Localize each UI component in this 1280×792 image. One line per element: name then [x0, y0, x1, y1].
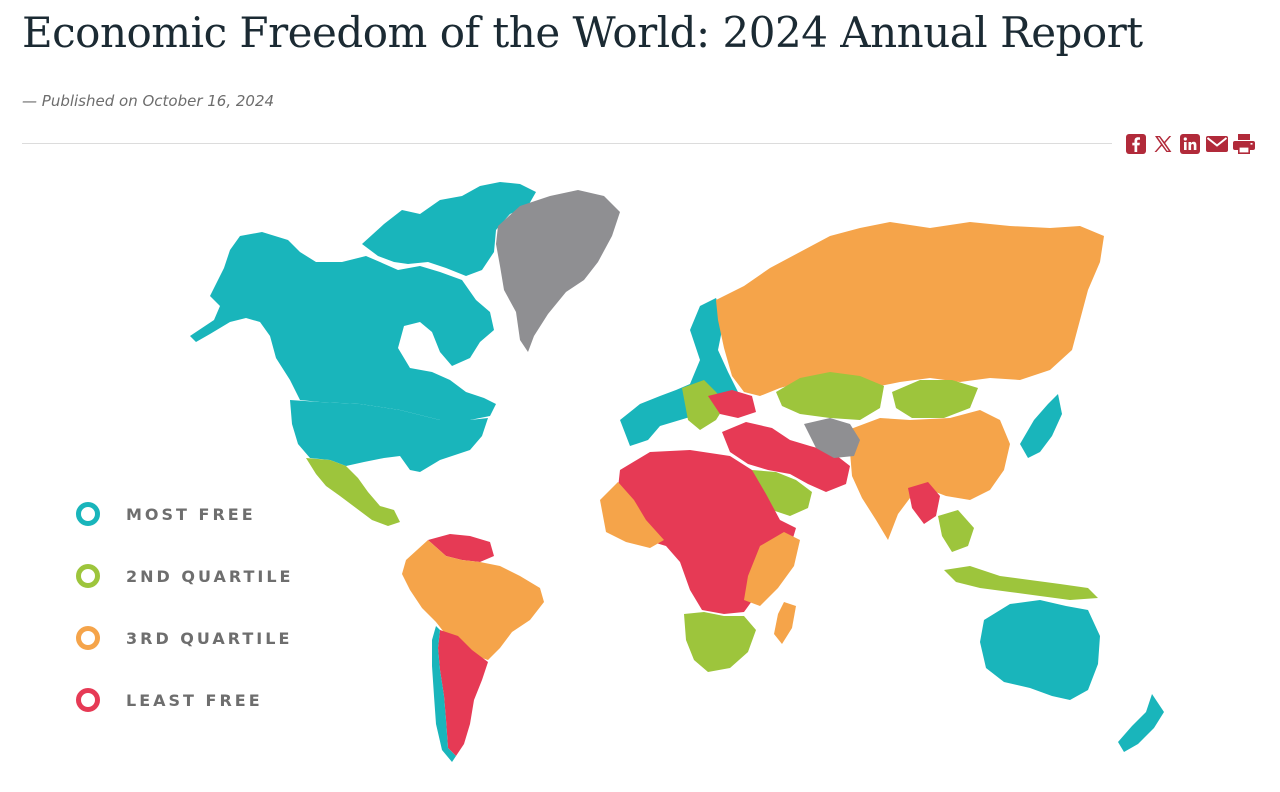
- mongolia: [892, 380, 978, 418]
- kazakhstan: [776, 372, 884, 420]
- world-map: [190, 182, 1164, 762]
- legend-label: 3RD QUARTILE: [126, 628, 293, 648]
- legend-ring: [76, 502, 100, 526]
- legend-most-free: MOST FREE: [76, 502, 256, 526]
- linkedin-share-button[interactable]: [1178, 130, 1202, 158]
- chile: [432, 626, 456, 762]
- linkedin-icon: [1180, 134, 1200, 154]
- legend-label: LEAST FREE: [126, 690, 263, 710]
- share-bar: [1124, 130, 1256, 158]
- legend-label: 2ND QUARTILE: [126, 566, 294, 586]
- japan-korea: [1020, 394, 1062, 458]
- email-icon: [1206, 136, 1228, 152]
- afghanistan-area: [804, 418, 860, 458]
- publish-date: — Published on October 16, 2024: [22, 92, 275, 110]
- legend-3rd-quartile: 3RD QUARTILE: [76, 626, 292, 650]
- alaska-canada: [190, 232, 496, 420]
- legend-ring: [76, 688, 100, 712]
- greenland: [496, 190, 620, 352]
- southeast-asia: [938, 510, 974, 552]
- argentina-bolivia: [438, 630, 488, 756]
- australia: [980, 600, 1100, 700]
- myanmar: [908, 482, 940, 524]
- europe-west: [620, 298, 738, 446]
- print-button[interactable]: [1232, 130, 1256, 158]
- russia: [716, 222, 1104, 396]
- region-most-free-americas: [190, 182, 536, 472]
- legend-label: MOST FREE: [126, 504, 256, 524]
- article-title: Economic Freedom of the World: 2024 Annu…: [22, 8, 1143, 57]
- southern-africa: [684, 612, 756, 672]
- divider: [22, 143, 1112, 144]
- brazil-andean: [402, 540, 544, 660]
- china-india: [848, 410, 1010, 540]
- legend-2nd-quartile: 2ND QUARTILE: [76, 564, 293, 588]
- saudi-arabia: [752, 470, 812, 516]
- west-africa: [600, 482, 664, 548]
- east-africa: [744, 532, 800, 606]
- indonesia: [944, 566, 1098, 600]
- new-zealand: [1118, 694, 1164, 752]
- print-icon: [1233, 134, 1255, 155]
- mexico: [306, 458, 400, 526]
- email-share-button[interactable]: [1205, 130, 1229, 158]
- x-icon: [1154, 136, 1172, 152]
- legend-least-free: LEAST FREE: [76, 688, 263, 712]
- middle-east-least-free: [722, 422, 850, 492]
- united-states: [290, 400, 488, 472]
- facebook-icon: [1126, 134, 1146, 154]
- ukraine-belarus: [708, 390, 756, 418]
- canadian-arctic-islands: [362, 182, 536, 276]
- venezuela: [428, 534, 494, 562]
- legend-ring: [76, 564, 100, 588]
- madagascar: [774, 602, 796, 644]
- facebook-share-button[interactable]: [1124, 130, 1148, 158]
- legend-ring: [76, 626, 100, 650]
- europe-east-balkans: [682, 380, 726, 430]
- x-share-button[interactable]: [1151, 130, 1175, 158]
